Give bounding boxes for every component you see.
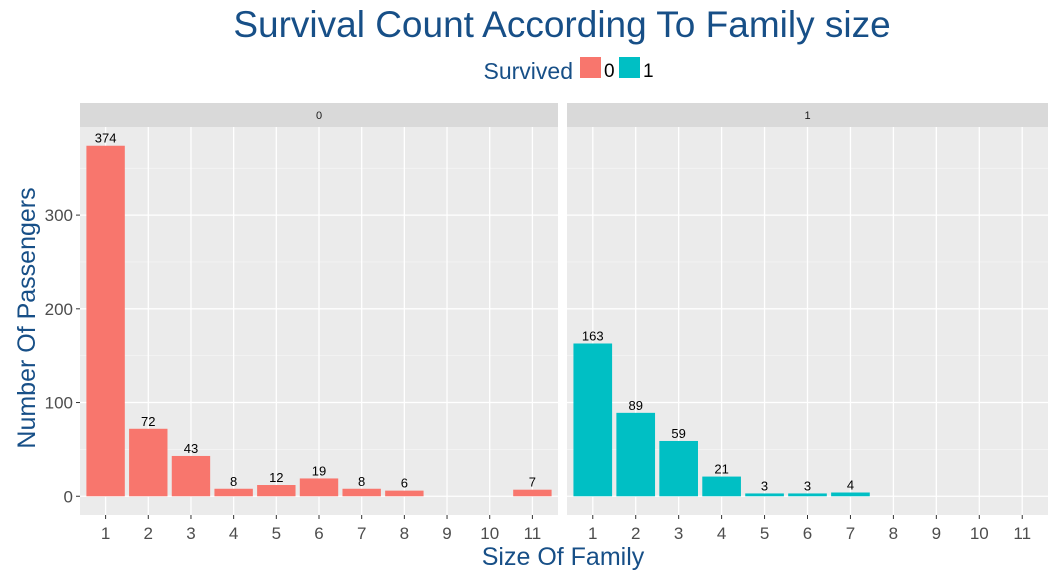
x-tick-label: 11 <box>1013 524 1031 543</box>
legend-label-0: 0 <box>604 61 615 82</box>
x-tick-label: 10 <box>970 524 989 543</box>
facet-strip <box>567 103 1048 127</box>
bar-size-1 <box>86 145 125 497</box>
bar-value-label: 89 <box>628 398 642 413</box>
facet-panel-0: 0 374 72 43 8 12 19 8 6 7 <box>80 103 558 515</box>
y-axis: 0 100 200 300 <box>45 206 80 506</box>
bar-size-11 <box>513 489 552 497</box>
bar-size-3 <box>659 440 698 497</box>
chart-title: Survival Count According To Family size <box>233 4 890 45</box>
x-tick-label: 5 <box>760 524 769 543</box>
bar-size-4 <box>702 476 741 497</box>
bar-size-6 <box>788 493 827 497</box>
bar-value-label: 163 <box>582 328 604 343</box>
bar-size-3 <box>171 455 211 497</box>
bar-value-label: 43 <box>184 441 198 456</box>
bar-size-2 <box>129 428 168 497</box>
x-tick-label: 5 <box>272 524 281 543</box>
y-tick-label: 100 <box>45 394 73 413</box>
bar-value-label: 8 <box>358 474 365 489</box>
bar-size-1 <box>573 343 613 497</box>
bar-value-label: 7 <box>529 475 536 490</box>
x-tick-label: 1 <box>101 524 110 543</box>
y-tick-label: 300 <box>45 206 73 225</box>
bar-value-label: 12 <box>269 470 283 485</box>
x-tick-label: 9 <box>442 524 451 543</box>
legend-key-1 <box>619 57 640 78</box>
bar-size-6 <box>299 478 339 497</box>
x-tick-label: 10 <box>480 524 499 543</box>
facet-panels: 0 374 72 43 8 12 19 8 6 7 1 163 89 59 21 3 3 4 <box>80 103 1048 515</box>
bar-value-label: 59 <box>671 426 685 441</box>
facet-strip-label: 1 <box>804 110 810 122</box>
x-tick-label: 9 <box>932 524 941 543</box>
bar-value-label: 72 <box>141 414 155 429</box>
bar-value-label: 3 <box>761 478 768 493</box>
y-axis-title: Number Of Passengers <box>13 187 41 448</box>
bar-value-label: 8 <box>230 474 237 489</box>
bar-size-7 <box>831 492 870 497</box>
facet-strip <box>80 103 558 127</box>
x-axis-title: Size Of Family <box>482 543 645 571</box>
x-tick-label: 11 <box>524 524 542 543</box>
x-tick-label: 3 <box>674 524 683 543</box>
legend-key-0 <box>580 57 601 78</box>
bar-value-label: 6 <box>401 476 408 491</box>
x-tick-label: 3 <box>186 524 195 543</box>
legend-title: Survived <box>484 58 573 84</box>
facet-panel-1: 1 163 89 59 21 3 3 4 <box>567 103 1048 515</box>
x-tick-label: 2 <box>631 524 640 543</box>
x-axis: 1 2 3 4 5 6 7 8 9 10 11 1 2 3 4 5 6 7 8 9 10 11 <box>101 515 1031 543</box>
bar-size-5 <box>257 485 296 497</box>
x-tick-label: 6 <box>803 524 812 543</box>
bar-size-4 <box>214 488 253 497</box>
bar-value-label: 3 <box>804 478 811 493</box>
legend: Survived 0 1 <box>484 57 654 84</box>
bar-value-label: 21 <box>714 462 728 477</box>
legend-label-1: 1 <box>643 61 654 82</box>
y-tick-label: 200 <box>45 300 73 319</box>
x-tick-label: 7 <box>846 524 855 543</box>
x-tick-label: 6 <box>314 524 323 543</box>
x-tick-label: 8 <box>400 524 409 543</box>
bar-value-label: 19 <box>312 463 326 478</box>
bar-value-label: 374 <box>95 131 117 146</box>
x-tick-label: 7 <box>357 524 366 543</box>
y-tick-label: 0 <box>64 487 73 506</box>
facet-strip-label: 0 <box>316 110 322 122</box>
x-tick-label: 4 <box>229 524 238 543</box>
bar-size-5 <box>745 493 784 497</box>
bar-size-8 <box>385 490 424 497</box>
bar-size-2 <box>616 412 656 497</box>
x-tick-label: 4 <box>717 524 726 543</box>
x-tick-label: 1 <box>588 524 597 543</box>
x-tick-label: 8 <box>889 524 898 543</box>
x-tick-label: 2 <box>144 524 153 543</box>
bar-size-7 <box>342 488 381 497</box>
bar-value-label: 4 <box>847 478 854 493</box>
